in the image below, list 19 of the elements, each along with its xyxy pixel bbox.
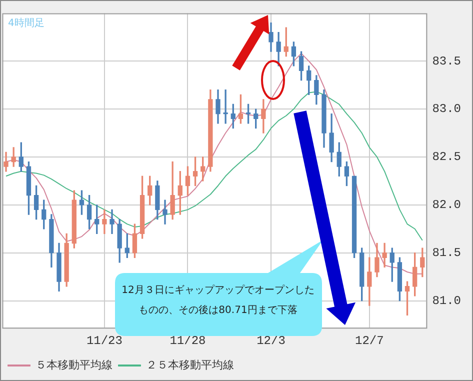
candlestick [382, 242, 387, 268]
legend-label: ２５本移動平均線 [146, 358, 234, 372]
candlestick [162, 200, 168, 224]
y-tick-label: 83.5 [432, 54, 462, 68]
candlestick [110, 209, 114, 234]
x-tick-label: 11/28 [170, 334, 206, 348]
annotation: 12月３日にギャップアップでオープンしたものの、その後は80.71円まで下落 [120, 284, 316, 318]
y-tick-label: 83.0 [432, 102, 462, 116]
candlestick [223, 90, 228, 124]
x-tick-label: 12/7 [355, 334, 384, 348]
y-tick-label: 82.5 [432, 150, 462, 164]
x-tick-label: 11/23 [86, 334, 122, 348]
legend-label: ５本移動平均線 [36, 358, 112, 372]
text: 4時間足 [8, 16, 44, 30]
x-tick-label: 12/3 [256, 334, 286, 348]
y-tick-label: 81.0 [432, 294, 462, 308]
y-tick-label: 81.5 [432, 246, 462, 260]
candlestick [102, 209, 107, 234]
y-tick-label: 82.0 [432, 198, 462, 212]
